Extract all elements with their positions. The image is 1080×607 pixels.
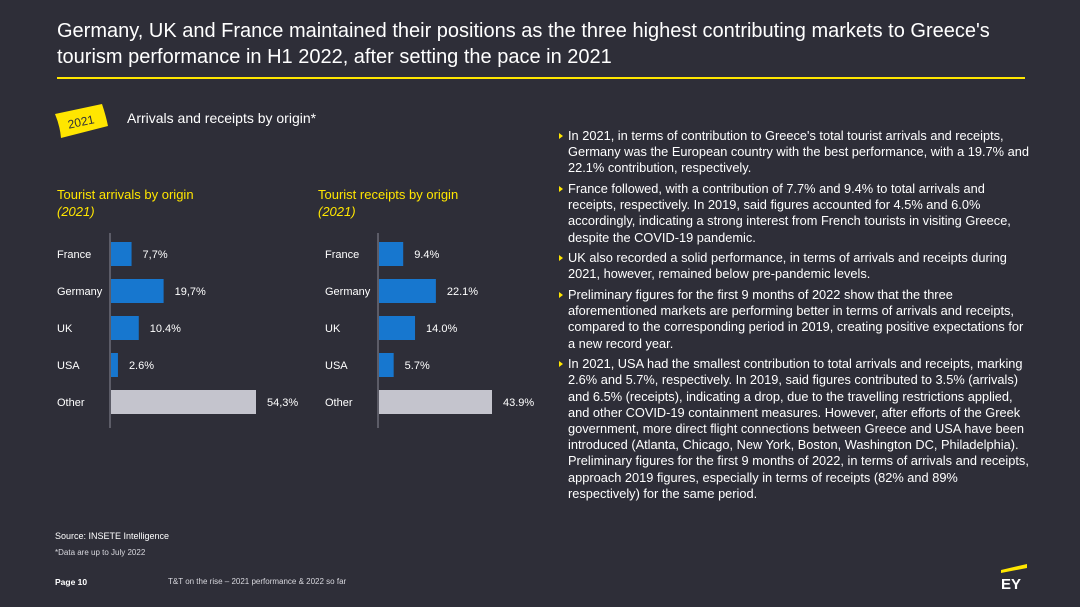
receipts-value-label: 9.4% xyxy=(414,249,439,261)
year-badge-label: 2021 xyxy=(66,112,95,131)
commentary-item: France followed, with a contribution of … xyxy=(559,181,1029,246)
receipts-chart-title: Tourist receipts by origin xyxy=(318,187,459,202)
bullet-arrow-icon xyxy=(559,292,563,298)
receipts-bar-usa xyxy=(379,353,394,377)
receipts-bar-uk xyxy=(379,316,416,340)
receipts-value-label: 5.7% xyxy=(405,360,430,372)
commentary-item: UK also recorded a solid performance, in… xyxy=(559,250,1029,282)
receipts-category-label: France xyxy=(325,249,359,261)
arrivals-value-label: 10.4% xyxy=(150,323,181,335)
arrivals-category-label: USA xyxy=(57,360,80,372)
arrivals-category-label: Other xyxy=(57,397,85,409)
bullet-arrow-icon xyxy=(559,255,563,262)
page-title: Germany, UK and France maintained their … xyxy=(57,20,990,68)
arrivals-bar-other xyxy=(111,390,256,414)
receipts-value-label: 22.1% xyxy=(447,286,478,298)
receipts-bar-germany xyxy=(379,279,436,303)
bullet-arrow-icon xyxy=(559,186,563,192)
receipts-chart-subtitle: (2021) xyxy=(318,204,356,219)
receipts-value-label: 43.9% xyxy=(503,397,534,409)
commentary-item: In 2021, USA had the smallest contributi… xyxy=(559,356,1029,502)
arrivals-category-label: Germany xyxy=(57,286,103,298)
arrivals-bar-germany xyxy=(111,279,164,303)
arrivals-value-label: 7,7% xyxy=(143,249,168,261)
title-divider xyxy=(57,77,1025,79)
receipts-bar-other xyxy=(379,390,492,414)
document-title: T&T on the rise – 2021 performance & 202… xyxy=(168,577,347,586)
receipts-chart-title-block: Tourist receipts by origin (2021) xyxy=(318,186,458,220)
arrivals-value-label: 19,7% xyxy=(175,286,206,298)
receipts-category-label: UK xyxy=(325,323,341,335)
arrivals-category-label: UK xyxy=(57,323,73,335)
page-number: Page 10 xyxy=(55,577,88,587)
commentary-item: Preliminary figures for the first 9 mont… xyxy=(559,287,1029,352)
arrivals-bar-uk xyxy=(111,316,139,340)
source-note: Source: INSETE Intelligence xyxy=(55,531,170,541)
arrivals-chart-title: Tourist arrivals by origin xyxy=(57,187,194,202)
receipts-category-label: USA xyxy=(325,360,348,372)
arrivals-bar-france xyxy=(111,242,132,266)
receipts-value-label: 14.0% xyxy=(426,323,457,335)
ey-logo-text: EY xyxy=(1001,576,1021,592)
receipts-bar-france xyxy=(379,242,404,266)
commentary-item: In 2021, in terms of contribution to Gre… xyxy=(559,128,1029,177)
ey-logo: EY xyxy=(1000,564,1028,593)
section-heading: Arrivals and receipts by origin* xyxy=(127,110,317,126)
arrivals-value-label: 2.6% xyxy=(129,360,154,372)
data-footnote: *Data are up to July 2022 xyxy=(55,548,146,557)
arrivals-chart-title-block: Tourist arrivals by origin (2021) xyxy=(57,186,194,220)
arrivals-chart-subtitle: (2021) xyxy=(57,204,95,219)
arrivals-value-label: 54,3% xyxy=(267,397,298,409)
year-badge: 2021 xyxy=(52,100,110,140)
receipts-category-label: Other xyxy=(325,397,353,409)
bullet-arrow-icon xyxy=(559,133,563,139)
bullet-arrow-icon xyxy=(559,361,563,368)
arrivals-bar-usa xyxy=(111,353,118,377)
arrivals-category-label: France xyxy=(57,249,91,261)
commentary-list: In 2021, in terms of contribution to Gre… xyxy=(559,128,1029,506)
receipts-category-label: Germany xyxy=(325,286,371,298)
